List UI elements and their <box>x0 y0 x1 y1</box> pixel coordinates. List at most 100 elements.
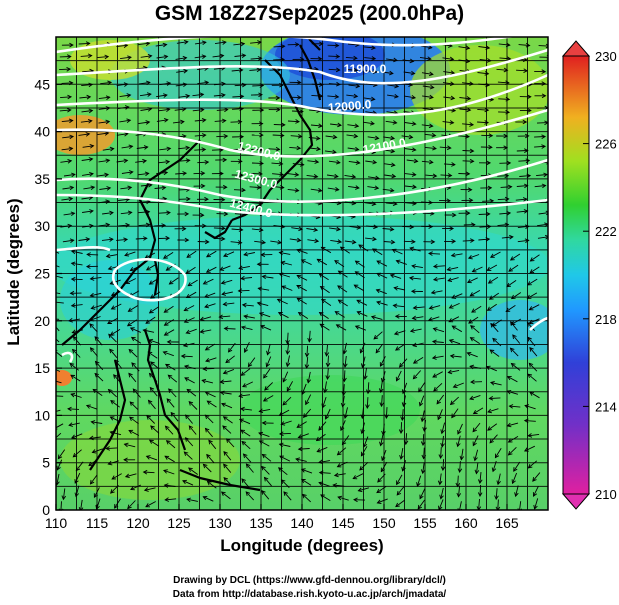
streamline-arrowhead <box>430 239 436 245</box>
colorbar-tick-label: 214 <box>595 399 617 414</box>
streamline-segment <box>371 316 383 320</box>
streamline-segment <box>267 343 271 355</box>
streamline-segment <box>202 379 214 384</box>
streamline-segment <box>56 275 63 279</box>
streamline-segment <box>386 58 398 61</box>
streamline-segment <box>56 251 60 254</box>
streamline-segment <box>114 498 121 509</box>
streamline-segment <box>458 485 461 497</box>
streamline-segment <box>346 94 358 97</box>
streamline-arrowhead <box>110 400 115 405</box>
streamline-arrowhead <box>280 260 286 266</box>
streamline-segment <box>518 44 530 46</box>
streamline-arrowhead <box>237 240 243 245</box>
streamline-arrowhead <box>528 306 534 311</box>
streamline-arrowhead <box>412 305 418 311</box>
streamline-segment <box>259 312 271 318</box>
streamline-segment <box>310 124 323 127</box>
streamline-segment <box>363 436 369 447</box>
streamline-arrowhead <box>446 145 452 151</box>
streamline-segment <box>146 415 156 424</box>
x-axis-label: Longitude (degrees) <box>220 536 384 555</box>
streamline-arrowhead <box>320 246 326 251</box>
streamline-arrowhead <box>223 107 229 113</box>
streamline-arrowhead <box>148 280 154 285</box>
streamline-segment <box>193 172 205 175</box>
streamline-segment <box>56 318 60 320</box>
streamline-segment <box>442 57 454 60</box>
streamline-arrowhead <box>491 467 497 473</box>
streamline-arrowhead <box>238 393 243 399</box>
streamline-segment <box>221 403 233 409</box>
streamline-segment <box>72 349 81 358</box>
streamline-segment <box>184 317 195 323</box>
streamline-arrowhead <box>375 288 381 294</box>
streamline-arrowhead <box>465 58 471 64</box>
streamline-arrowhead <box>300 478 306 484</box>
streamline-segment <box>213 83 225 86</box>
streamline-segment <box>457 435 461 447</box>
streamline-segment <box>443 96 455 99</box>
streamline-segment <box>344 355 347 368</box>
streamline-segment <box>318 482 330 487</box>
streamline-segment <box>181 355 193 358</box>
streamline-segment <box>529 347 538 357</box>
streamline-segment <box>358 244 369 252</box>
streamline-arrowhead <box>395 376 401 382</box>
y-tick-label: 25 <box>34 266 50 282</box>
streamline-arrowhead <box>319 82 324 87</box>
streamline-segment <box>382 228 394 230</box>
streamline-segment <box>421 201 433 204</box>
streamline-segment <box>110 431 122 436</box>
streamline-segment <box>254 240 266 244</box>
streamline-arrowhead <box>50 367 54 371</box>
streamline-segment <box>467 352 478 358</box>
streamline-arrowhead <box>223 252 228 258</box>
streamline-arrowhead <box>71 172 76 178</box>
streamline-segment <box>440 487 444 499</box>
streamline-segment <box>69 422 80 426</box>
streamline-arrowhead <box>505 42 511 48</box>
streamline-arrowhead <box>321 298 326 304</box>
streamline-segment <box>321 299 332 306</box>
streamline-arrowhead <box>242 453 248 459</box>
streamline-segment <box>301 383 307 395</box>
streamline-segment <box>132 388 141 398</box>
streamline-segment <box>527 278 538 286</box>
streamline-arrowhead <box>88 108 94 114</box>
streamline-arrowhead <box>87 118 93 124</box>
streamline-arrowhead <box>532 492 538 497</box>
streamline-arrowhead <box>223 326 229 331</box>
streamline-arrowhead <box>279 185 285 190</box>
streamline-segment <box>395 343 406 351</box>
colorbar-tick-label: 230 <box>595 49 617 64</box>
streamline-arrowhead <box>49 248 53 252</box>
streamline-arrowhead <box>411 264 416 269</box>
streamline-segment <box>451 253 463 257</box>
streamline-segment <box>431 290 443 294</box>
streamline-segment <box>338 299 348 307</box>
warm-patch-ne <box>410 45 548 135</box>
streamline-segment <box>248 357 256 367</box>
streamline-segment <box>401 135 413 138</box>
streamline-segment <box>165 498 177 501</box>
streamline-segment <box>410 328 422 332</box>
streamline-arrowhead <box>126 93 132 98</box>
streamline-arrowhead <box>450 70 456 75</box>
streamline-arrowhead <box>261 465 266 471</box>
streamline-arrowhead <box>393 330 399 336</box>
streamline-segment <box>194 134 206 137</box>
streamline-arrowhead <box>258 92 263 98</box>
streamline-segment <box>334 473 346 476</box>
streamline-arrowhead <box>258 147 264 153</box>
streamline-arrowhead <box>401 466 406 472</box>
streamline-arrowhead <box>68 146 74 152</box>
x-axis-ticks: 110 115 120 125 130 135 140 145 150 155 160 165 <box>45 504 519 531</box>
streamline-segment <box>383 136 395 139</box>
streamline-segment <box>61 82 73 84</box>
streamline-segment <box>186 250 197 258</box>
streamline-arrowhead <box>533 504 538 510</box>
streamline-arrowhead <box>523 209 529 214</box>
streamline-arrowhead <box>371 201 377 207</box>
streamline-arrowhead <box>113 374 118 379</box>
